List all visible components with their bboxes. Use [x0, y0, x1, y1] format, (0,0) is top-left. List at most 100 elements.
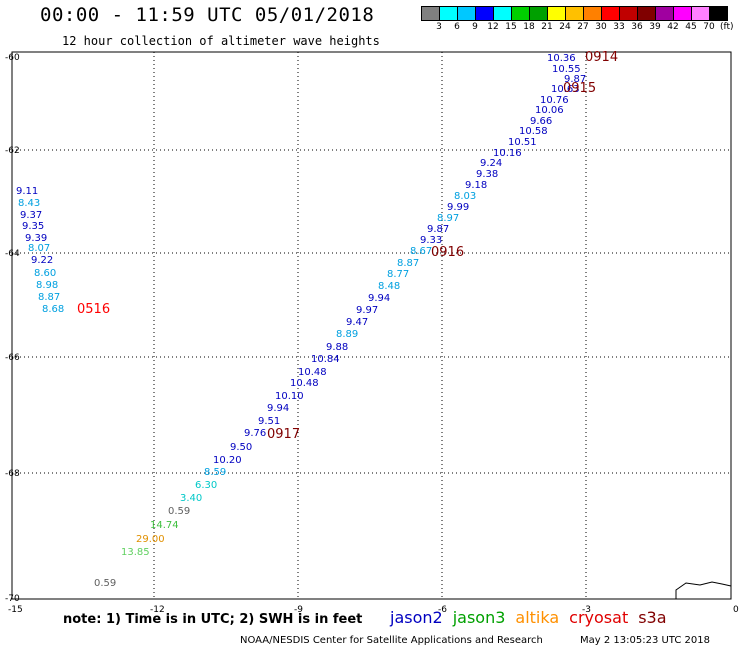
lat-label: -60 — [5, 53, 20, 63]
swh-value: 9.38 — [476, 169, 498, 180]
swh-value: 3.40 — [180, 493, 202, 504]
swh-value: 8.48 — [378, 281, 400, 292]
swh-value: 8.97 — [437, 213, 459, 224]
legend-swatch — [530, 7, 548, 20]
swh-value: 0.59 — [168, 506, 190, 517]
swh-value: 9.88 — [326, 342, 348, 353]
lat-label: -62 — [5, 146, 20, 156]
swh-value: 8.68 — [42, 304, 64, 315]
swh-value: 10.55 — [552, 64, 581, 75]
swh-value: 10.06 — [535, 105, 564, 116]
swh-value: 9.97 — [356, 305, 378, 316]
legend-swatch — [710, 7, 727, 20]
swh-value: 9.51 — [258, 416, 280, 427]
lat-label: -70 — [5, 594, 20, 604]
satellite-jason2: jason2 — [390, 608, 443, 627]
swh-value: 9.87 — [564, 74, 586, 85]
swh-value: 8.03 — [454, 191, 476, 202]
legend-labels: 3 6 9 12 15 18 21 24 27 30 33 36 39 42 45 70 — [421, 22, 740, 36]
legend-label: 42 — [667, 22, 679, 32]
graticule — [12, 52, 731, 599]
legend-swatch — [674, 7, 692, 20]
lon-label: -6 — [438, 605, 447, 615]
swh-value: 10.48 — [298, 367, 327, 378]
legend-label: 70 — [703, 22, 715, 32]
legend-label: 15 — [505, 22, 517, 32]
legend-swatch — [620, 7, 638, 20]
swh-value: 8.98 — [36, 280, 58, 291]
latitude-labels: -60 -62 -64 -66 -68 -70 — [5, 53, 20, 604]
legend-label: 12 — [487, 22, 499, 32]
legend-swatch — [458, 7, 476, 20]
swh-value: 0.59 — [94, 578, 116, 589]
pass-time-label: 0916 — [431, 245, 464, 260]
legend-label: 45 — [685, 22, 697, 32]
legend-label: 3 — [436, 22, 442, 32]
swh-value: 14.74 — [150, 520, 179, 531]
satellite-s3a: s3a — [638, 608, 667, 627]
generated-timestamp: May 2 13:05:23 UTC 2018 — [580, 635, 710, 646]
track-values: 10.3610.559.8710.6310.7610.069.6610.5810… — [94, 53, 586, 589]
pass-time-label: 0914 — [585, 50, 618, 65]
legend-swatch — [656, 7, 674, 20]
legend-swatch — [584, 7, 602, 20]
credit-line: NOAA/NESDIS Center for Satellite Applica… — [240, 635, 543, 646]
swh-value: 8.59 — [204, 467, 226, 478]
swh-value: 10.48 — [290, 378, 319, 389]
legend-label: 21 — [541, 22, 553, 32]
swh-value: 9.37 — [20, 210, 42, 221]
swh-value: 9.76 — [244, 428, 266, 439]
legend-swatch — [602, 7, 620, 20]
swh-value: 9.18 — [465, 180, 487, 191]
legend-label: 6 — [454, 22, 460, 32]
lat-label: -68 — [5, 469, 20, 479]
lon-label: -12 — [150, 605, 165, 615]
satellite-altika: altika — [515, 608, 560, 627]
swh-value: 8.87 — [38, 292, 60, 303]
map-frame — [11, 51, 732, 600]
swh-value: 8.60 — [34, 268, 56, 279]
swh-value: 9.94 — [267, 403, 289, 414]
footer-note: note: 1) Time is in UTC; 2) SWH is in fe… — [63, 612, 363, 627]
satellite-jason3: jason3 — [452, 608, 506, 627]
legend-swatch — [692, 7, 710, 20]
swh-value: 9.94 — [368, 293, 390, 304]
swh-value: 10.63 — [551, 84, 580, 95]
legend-label: 33 — [613, 22, 625, 32]
swh-value: 9.39 — [25, 233, 47, 244]
west-track-values: 9.118.439.379.359.398.079.22 8.608.988.87… — [16, 186, 64, 315]
swh-value: 13.85 — [121, 547, 150, 558]
swh-value: 9.22 — [31, 255, 53, 266]
lat-label: -64 — [5, 249, 20, 259]
satellite-legend: jason2 jason3 altika cryosat s3a — [390, 608, 677, 627]
swh-value: 9.87 — [427, 224, 449, 235]
pass-time-label: 0917 — [267, 427, 300, 442]
swh-value: 9.47 — [346, 317, 368, 328]
swh-value: 10.20 — [213, 455, 242, 466]
swh-value: 8.89 — [336, 329, 358, 340]
color-legend — [421, 6, 728, 21]
swh-value: 8.43 — [18, 198, 40, 209]
swh-value: 8.07 — [28, 243, 50, 254]
swh-value: 10.51 — [508, 137, 537, 148]
legend-swatch — [494, 7, 512, 20]
coastline — [675, 581, 732, 599]
swh-value: 9.50 — [230, 442, 252, 453]
swh-value: 9.11 — [16, 186, 38, 197]
swh-value: 8.67 — [410, 246, 432, 257]
swh-value: 29.00 — [136, 534, 165, 545]
lon-label: -15 — [8, 605, 23, 615]
swh-value: 9.24 — [480, 158, 502, 169]
longitude-labels: -15 -12 -9 -6 -3 0 — [8, 605, 739, 615]
legend-swatch — [422, 7, 440, 20]
map-title: 00:00 - 11:59 UTC 05/01/2018 — [40, 4, 375, 26]
legend-swatch — [440, 7, 458, 20]
legend-label: 18 — [523, 22, 535, 32]
lon-label: -9 — [294, 605, 303, 615]
pass-labels: 0914 0915 0916 0917 0516 — [77, 50, 618, 442]
swh-value: 9.35 — [22, 221, 44, 232]
pass-time-label: 0516 — [77, 302, 110, 317]
legend-label: 39 — [649, 22, 661, 32]
swh-value: 10.76 — [540, 95, 569, 106]
